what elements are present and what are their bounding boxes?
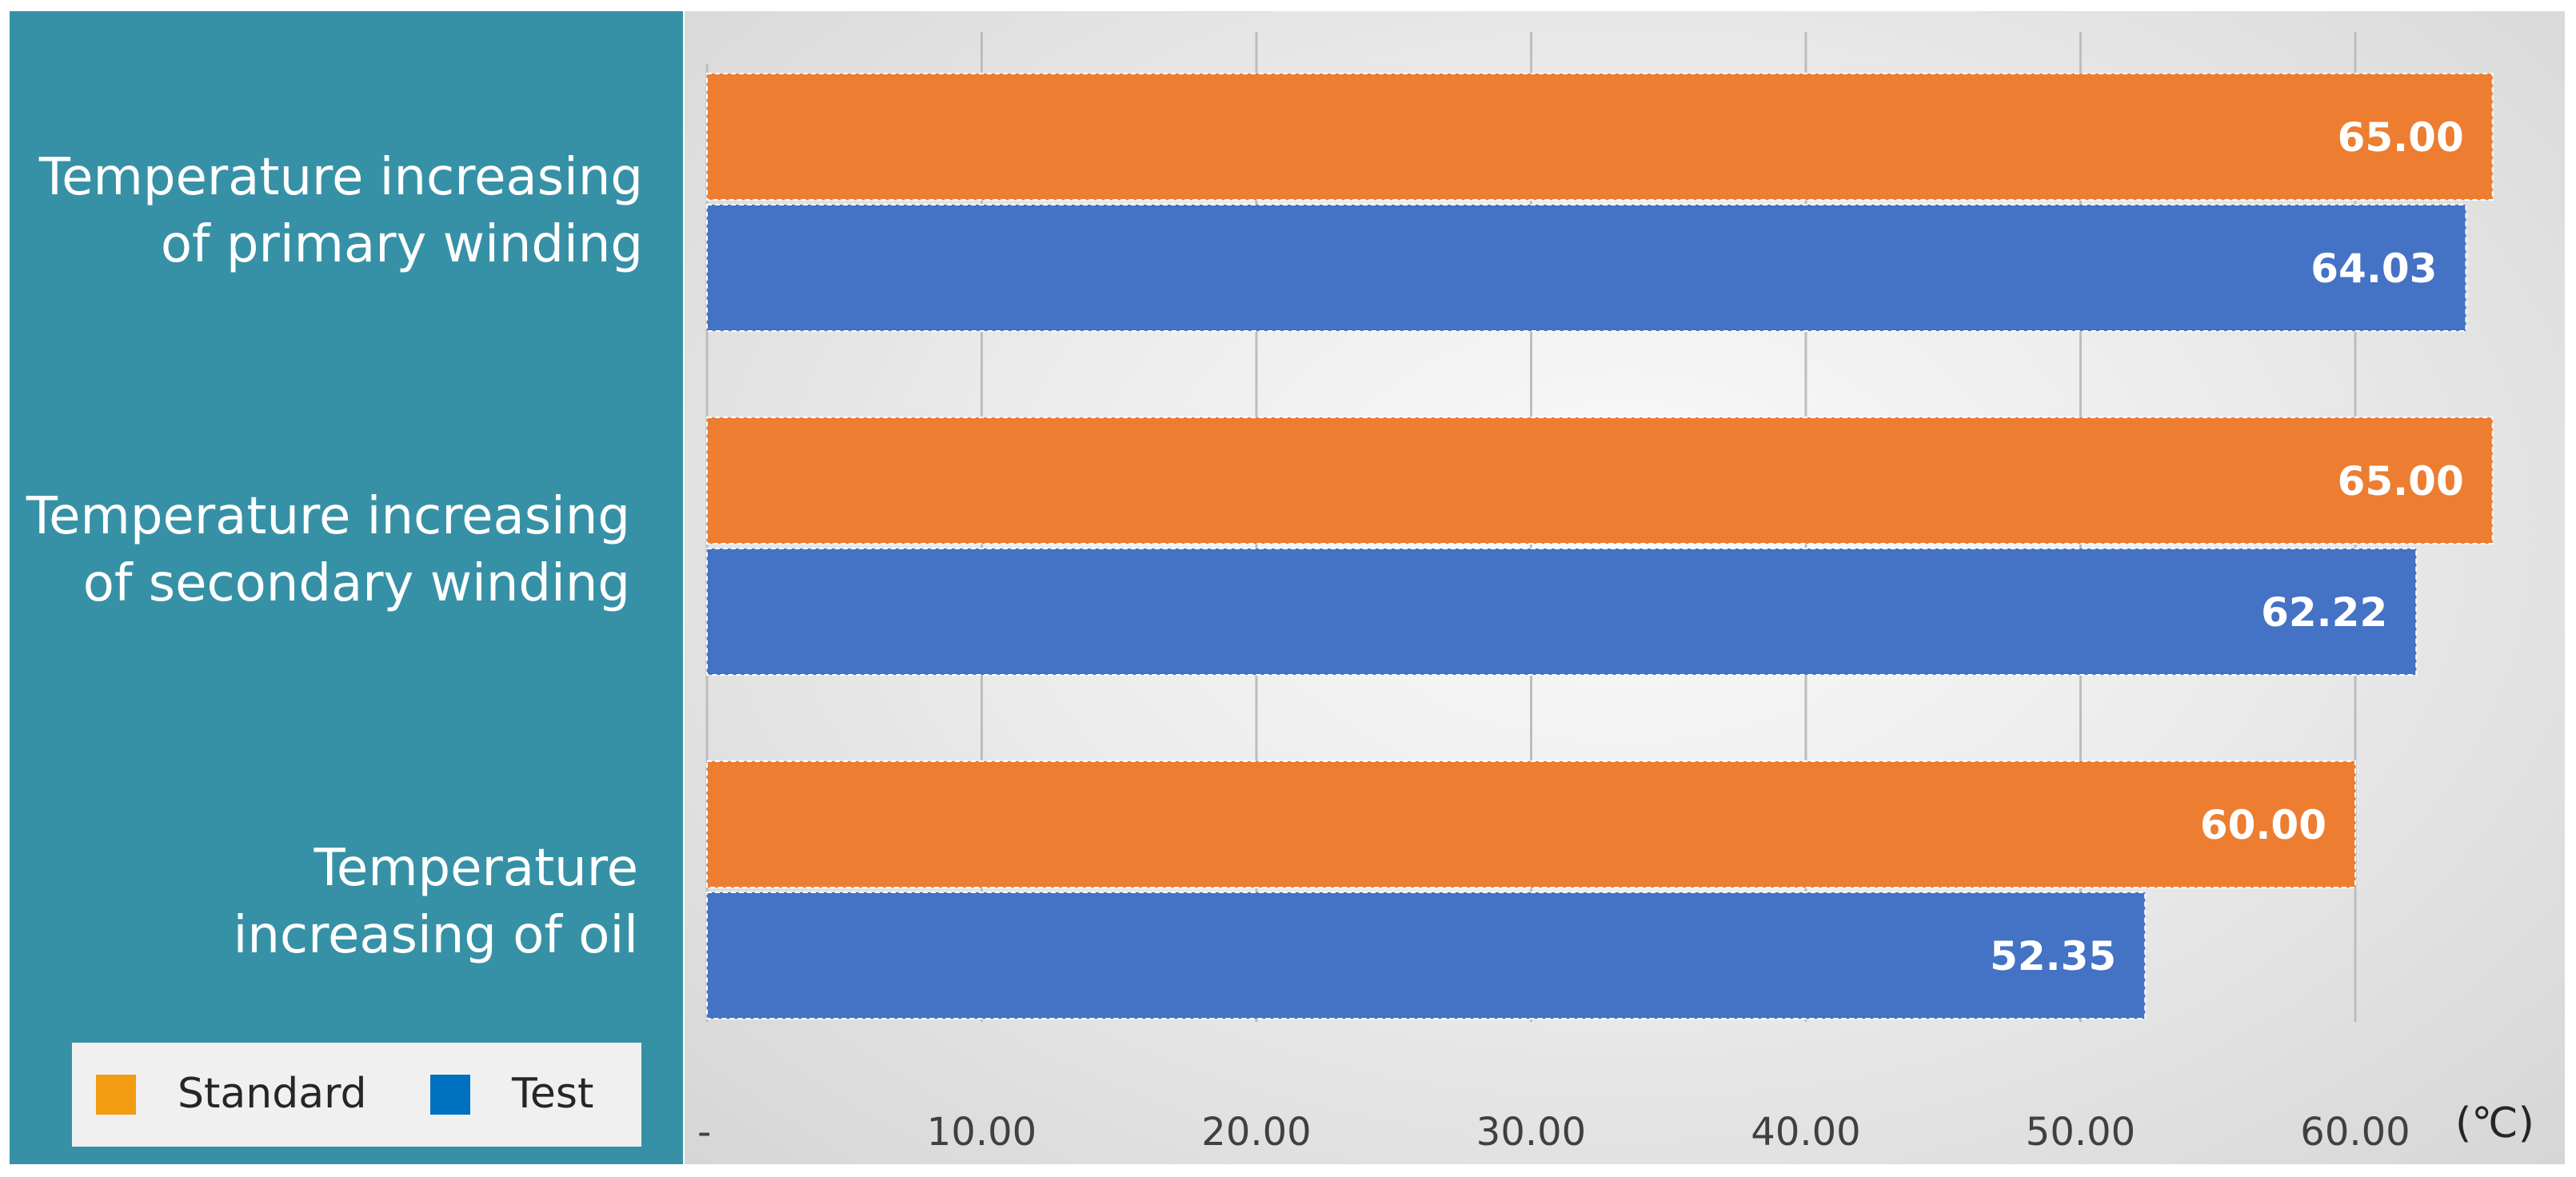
bar-standard-2 xyxy=(706,417,2494,545)
data-label: 64.03 xyxy=(2310,245,2437,292)
bar-standard-1 xyxy=(706,73,2494,201)
legend-swatch-standard xyxy=(96,1075,136,1115)
x-tick-label: 60.00 xyxy=(2300,1110,2410,1155)
data-label: 65.00 xyxy=(2338,114,2464,161)
data-label: 62.22 xyxy=(2261,589,2387,636)
category-label: Temperature increasing of oil xyxy=(233,839,638,965)
x-tick-label: 30.00 xyxy=(1476,1110,1586,1155)
x-tick-label: 20.00 xyxy=(1201,1110,1311,1155)
category-label: Temperature increasing of primary windin… xyxy=(38,148,643,274)
x-tick-label: 40.00 xyxy=(1751,1110,1860,1155)
legend: Standard Test xyxy=(72,1043,641,1147)
legend-swatch-test xyxy=(430,1075,470,1115)
category-panel: Temperature increasing of primary windin… xyxy=(10,11,683,1164)
x-unit-label: (℃) xyxy=(2455,1099,2534,1147)
bar-test-1 xyxy=(706,204,2467,332)
x-tick-label: - xyxy=(697,1110,711,1155)
data-label: 60.00 xyxy=(2200,802,2326,848)
x-tick-label: 10.00 xyxy=(927,1110,1036,1155)
bar-test-3 xyxy=(706,892,2147,1019)
x-tick-label: 50.00 xyxy=(2026,1110,2135,1155)
category-label: Temperature increasing of secondary wind… xyxy=(26,487,630,613)
legend-label-test: Test xyxy=(512,1070,594,1118)
data-label: 52.35 xyxy=(1990,933,2116,980)
data-label: 65.00 xyxy=(2338,458,2464,505)
legend-label-standard: Standard xyxy=(178,1070,367,1118)
bar-test-2 xyxy=(706,548,2418,676)
bar-standard-3 xyxy=(706,760,2356,888)
